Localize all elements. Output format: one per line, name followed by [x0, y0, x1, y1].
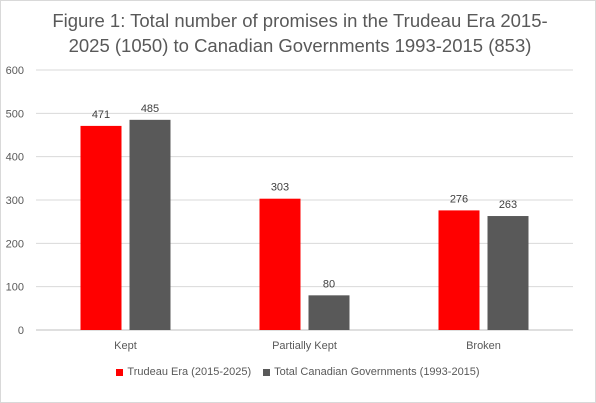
chart-title-line-2: 2025 (1050) to Canadian Governments 1993… — [68, 35, 532, 56]
bar — [487, 216, 529, 330]
bar — [259, 198, 301, 330]
legend-swatch — [116, 368, 124, 376]
data-label: 485 — [141, 103, 159, 115]
y-tick-label: 600 — [6, 65, 24, 77]
x-tick-label: Kept — [114, 340, 137, 352]
data-label: 80 — [323, 278, 335, 290]
x-tick-label: Broken — [466, 340, 501, 352]
y-tick-label: 200 — [6, 238, 24, 250]
y-tick-label: 400 — [6, 152, 24, 164]
data-label: 263 — [499, 199, 517, 211]
bar — [438, 210, 480, 330]
data-label: 303 — [271, 182, 289, 194]
legend-label: Trudeau Era (2015-2025) — [127, 366, 252, 378]
chart-title-line-1: Figure 1: Total number of promises in th… — [52, 10, 548, 31]
y-tick-label: 100 — [6, 282, 24, 294]
bar — [80, 125, 122, 331]
y-tick-label: 300 — [6, 195, 24, 207]
bar — [129, 119, 171, 330]
chart-legend: Trudeau Era (2015-2025) Total Canadian Go… — [0, 366, 596, 379]
x-tick-label: Partially Kept — [272, 340, 337, 352]
y-tick-label: 0 — [18, 325, 24, 337]
data-label: 276 — [450, 193, 468, 205]
legend-swatch — [263, 368, 271, 376]
bar — [308, 295, 350, 330]
chart-title: Figure 1: Total number of promises in th… — [20, 8, 580, 58]
y-tick-label: 500 — [6, 108, 24, 120]
legend-item: Trudeau Era (2015-2025) — [116, 366, 251, 378]
legend-item: Total Canadian Governments (1993-2015) — [263, 366, 480, 378]
legend-label: Total Canadian Governments (1993-2015) — [274, 366, 480, 378]
data-label: 471 — [92, 109, 110, 121]
